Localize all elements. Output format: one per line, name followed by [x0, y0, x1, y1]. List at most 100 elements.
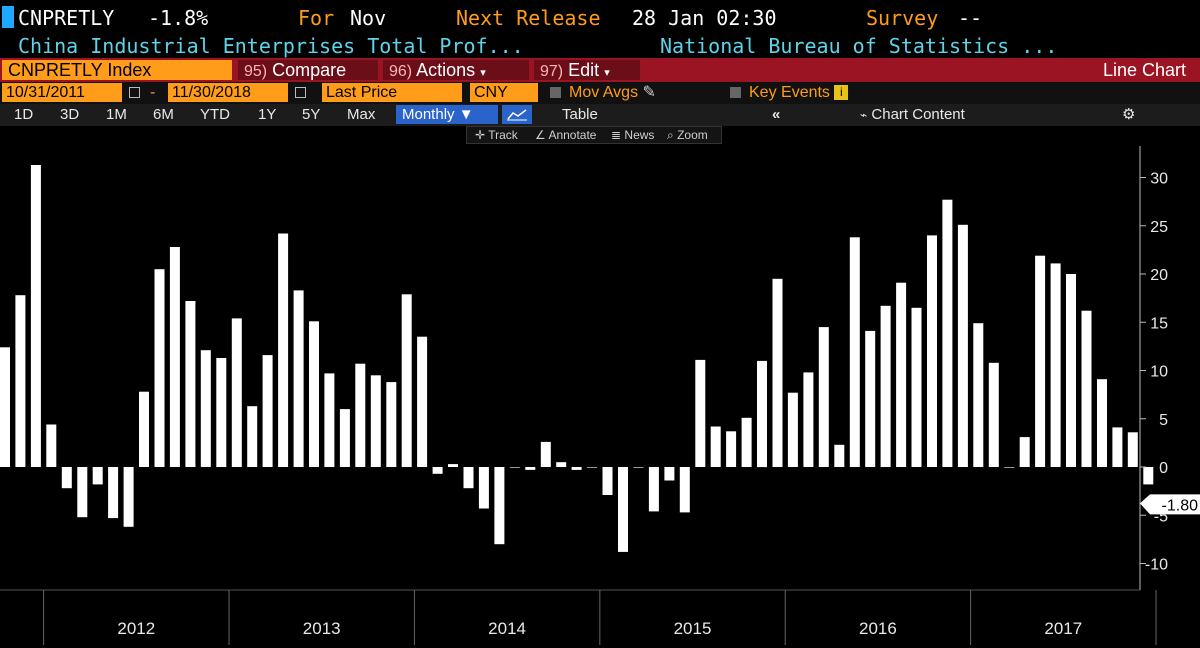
period-ytd[interactable]: YTD [200, 106, 230, 123]
bar [355, 363, 366, 467]
checkbox-icon [730, 87, 741, 99]
collapse-left-icon[interactable]: « [772, 106, 781, 123]
y-tick-label: 20 [1150, 267, 1168, 284]
info-icon: i [834, 85, 849, 101]
period-3d[interactable]: 3D [60, 106, 80, 123]
last-value: -1.8% [148, 6, 209, 30]
magnifier-icon: ⌕ [667, 128, 674, 142]
bar [648, 467, 659, 512]
currency-value: CNY [474, 84, 508, 101]
table-button[interactable]: Table [562, 106, 598, 123]
bar [556, 462, 567, 467]
actions-button[interactable]: 96) Actions ▾ [383, 60, 529, 80]
bar [15, 295, 26, 467]
bar [818, 327, 829, 467]
bar [973, 323, 984, 467]
bar [988, 362, 999, 467]
end-date-field[interactable]: 11/30/2018 [168, 83, 288, 102]
start-date-field[interactable]: 10/31/2011 [2, 83, 122, 102]
security-header: CNPRETLY -1.8% For Nov Next Release 28 J… [0, 0, 1200, 34]
track-tool[interactable]: ✛ Track [475, 128, 518, 143]
bar [417, 336, 428, 467]
bar [61, 467, 72, 489]
last-value-marker [1140, 494, 1200, 515]
zoom-tool[interactable]: ⌕ Zoom [667, 128, 708, 143]
x-year-label: 2016 [859, 619, 897, 638]
bar [540, 441, 551, 467]
bar [200, 350, 211, 467]
bar [123, 467, 134, 527]
frequency-select[interactable]: Monthly ▼ [396, 105, 498, 124]
bar [880, 305, 891, 467]
y-tick-label: 30 [1150, 171, 1168, 188]
compare-number: 95) [244, 63, 268, 80]
cursor-block [2, 6, 14, 28]
bar [169, 247, 180, 467]
period-6m[interactable]: 6M [153, 106, 174, 123]
ticker-index-field[interactable]: CNPRETLY Index [2, 60, 232, 80]
bar [370, 375, 381, 467]
calendar-icon[interactable] [126, 83, 140, 102]
x-year-label: 2015 [674, 619, 712, 638]
news-label: News [624, 128, 655, 142]
bar [1050, 263, 1061, 467]
bar [865, 330, 876, 467]
bar [525, 467, 536, 470]
news-icon: ≣ [611, 128, 622, 142]
bar [216, 358, 227, 467]
period-toolbar: 1D 3D 1M 6M YTD 1Y 5Y Max Monthly ▼ Tabl… [0, 104, 1200, 126]
calendar-icon[interactable] [292, 83, 306, 102]
annotate-label: Annotate [548, 128, 597, 142]
survey-label: Survey [866, 6, 939, 30]
annotate-tool[interactable]: ∠ Annotate [535, 128, 596, 143]
edit-button[interactable]: 97) Edit ▾ [534, 60, 640, 80]
bar [92, 467, 103, 485]
period-1d[interactable]: 1D [14, 106, 34, 123]
bar [247, 406, 258, 467]
ticker-label: CNPRETLY [18, 6, 115, 30]
start-date-value: 10/31/2011 [6, 84, 85, 101]
bar [1066, 274, 1076, 467]
chart-type-label[interactable]: Line Chart [1102, 60, 1186, 80]
bar [494, 467, 505, 545]
line-chart-icon[interactable] [502, 105, 532, 124]
for-period: Nov [350, 6, 387, 30]
compare-button[interactable]: 95) Compare [238, 60, 378, 80]
bar [849, 237, 860, 467]
bar [46, 424, 57, 467]
price-field-select[interactable]: Last Price [322, 83, 462, 102]
period-5y[interactable]: 5Y [302, 106, 321, 123]
bar [695, 359, 706, 467]
period-max[interactable]: Max [347, 106, 376, 123]
bar [278, 233, 289, 467]
currency-select[interactable]: CNY [470, 83, 538, 102]
bar [633, 467, 644, 468]
period-1m[interactable]: 1M [106, 106, 127, 123]
bar [1112, 427, 1123, 467]
edit-label: Edit [568, 60, 600, 80]
bar [942, 199, 953, 467]
gear-icon[interactable]: ⚙ [1122, 106, 1136, 123]
bar [1081, 310, 1092, 467]
bar [0, 347, 10, 467]
bar [509, 467, 520, 468]
chart-content-button[interactable]: ⌁ Chart Content [860, 106, 965, 124]
bars-layer [0, 165, 1154, 552]
mov-avgs-toggle[interactable]: Mov Avgs ✎ [550, 83, 656, 102]
actions-label: Actions [416, 60, 476, 80]
bar [1097, 379, 1107, 467]
bar [1004, 467, 1015, 468]
bar [1143, 467, 1154, 485]
bar [339, 409, 350, 467]
bar [448, 464, 458, 467]
bar [185, 301, 196, 467]
data-source: National Bureau of Statistics ... [660, 34, 1058, 58]
x-year-label: 2012 [117, 619, 155, 638]
bar [463, 467, 474, 489]
period-1y[interactable]: 1Y [258, 106, 277, 123]
bar [602, 467, 613, 495]
next-release-label: Next Release [456, 6, 601, 30]
key-events-toggle[interactable]: Key Events i [730, 83, 849, 102]
news-tool[interactable]: ≣ News [611, 128, 654, 143]
